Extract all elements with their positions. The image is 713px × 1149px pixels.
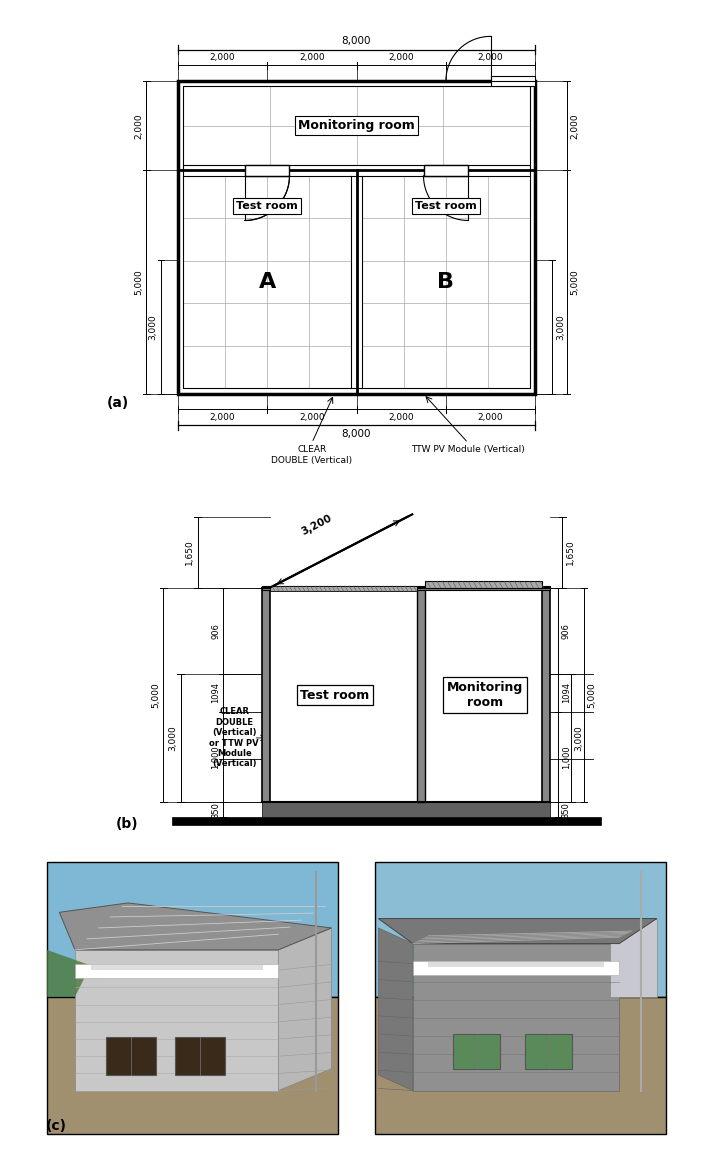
Bar bbox=[106, 1038, 156, 1075]
Text: 5,000: 5,000 bbox=[570, 269, 579, 295]
Bar bbox=[262, 588, 270, 802]
Text: 3,000: 3,000 bbox=[148, 314, 157, 340]
Text: 2,000: 2,000 bbox=[210, 414, 235, 422]
Bar bbox=[47, 862, 338, 996]
Text: 906: 906 bbox=[562, 623, 570, 639]
Bar bbox=[542, 588, 550, 802]
Text: CLEAR
DOUBLE (Vertical): CLEAR DOUBLE (Vertical) bbox=[271, 445, 352, 464]
Text: 2,000: 2,000 bbox=[478, 53, 503, 62]
Text: 2,000: 2,000 bbox=[570, 113, 579, 139]
Text: 1,000: 1,000 bbox=[211, 746, 220, 769]
Text: 1,650: 1,650 bbox=[566, 539, 575, 565]
Bar bbox=[375, 996, 666, 1134]
Text: 1094: 1094 bbox=[211, 683, 220, 703]
Text: 2,000: 2,000 bbox=[134, 113, 143, 139]
Polygon shape bbox=[47, 950, 91, 996]
Text: Test room: Test room bbox=[300, 688, 369, 702]
Bar bbox=[47, 996, 338, 1134]
Bar bbox=[75, 964, 278, 978]
Text: 2,000: 2,000 bbox=[299, 53, 324, 62]
Text: Test room: Test room bbox=[236, 201, 298, 211]
Text: 350: 350 bbox=[562, 802, 570, 818]
Text: Monitoring
room: Monitoring room bbox=[447, 681, 523, 709]
Bar bbox=[178, 82, 535, 394]
Bar bbox=[491, 76, 535, 86]
Text: 2,000: 2,000 bbox=[389, 414, 414, 422]
Text: 8,000: 8,000 bbox=[342, 429, 371, 439]
Text: 3,000: 3,000 bbox=[575, 725, 583, 750]
Text: 3,200: 3,200 bbox=[300, 514, 334, 538]
Bar bbox=[413, 961, 619, 974]
Bar bbox=[172, 817, 601, 825]
Bar bbox=[262, 586, 550, 589]
Bar bbox=[262, 802, 550, 817]
Text: Test room: Test room bbox=[415, 201, 477, 211]
Text: 2,000: 2,000 bbox=[299, 414, 324, 422]
Bar bbox=[610, 918, 657, 996]
Bar bbox=[525, 1034, 573, 1069]
Bar bbox=[425, 581, 542, 588]
Text: 5,000: 5,000 bbox=[588, 683, 596, 708]
Text: 1,650: 1,650 bbox=[185, 539, 194, 565]
Text: 1,000: 1,000 bbox=[562, 746, 570, 769]
Text: 3,000: 3,000 bbox=[168, 725, 177, 750]
Text: (b): (b) bbox=[116, 817, 139, 832]
Text: 5,000: 5,000 bbox=[151, 683, 160, 708]
Bar bbox=[417, 588, 425, 802]
Bar bbox=[453, 1034, 501, 1069]
Bar bbox=[270, 586, 417, 591]
Polygon shape bbox=[278, 928, 332, 1090]
Bar bbox=[91, 964, 262, 970]
Text: (c): (c) bbox=[46, 1119, 66, 1133]
Text: 2,000: 2,000 bbox=[210, 53, 235, 62]
Bar bbox=[245, 165, 289, 176]
Text: 2,000: 2,000 bbox=[478, 414, 503, 422]
Bar bbox=[183, 86, 530, 388]
Text: 3,000: 3,000 bbox=[556, 314, 565, 340]
Text: CLEAR
DOUBLE
(Vertical)
or TTW PV
Module
(Vertical): CLEAR DOUBLE (Vertical) or TTW PV Module… bbox=[210, 708, 259, 769]
Text: TTW PV Module (Vertical): TTW PV Module (Vertical) bbox=[411, 445, 525, 454]
Polygon shape bbox=[379, 918, 657, 943]
Text: 906: 906 bbox=[211, 623, 220, 639]
Text: Monitoring room: Monitoring room bbox=[298, 119, 415, 132]
Text: 1094: 1094 bbox=[562, 683, 570, 703]
Bar bbox=[375, 862, 666, 996]
Bar bbox=[424, 165, 468, 176]
Bar bbox=[429, 962, 604, 967]
Text: (a): (a) bbox=[106, 396, 128, 410]
Text: A: A bbox=[259, 272, 276, 292]
Polygon shape bbox=[75, 950, 278, 1090]
Polygon shape bbox=[379, 928, 413, 1090]
Text: B: B bbox=[437, 272, 454, 292]
Text: 5,000: 5,000 bbox=[134, 269, 143, 295]
Bar bbox=[175, 1038, 225, 1075]
Text: 2,000: 2,000 bbox=[389, 53, 414, 62]
Text: 350: 350 bbox=[211, 802, 220, 818]
Polygon shape bbox=[59, 903, 332, 950]
Polygon shape bbox=[413, 943, 619, 1090]
Text: 8,000: 8,000 bbox=[342, 37, 371, 46]
